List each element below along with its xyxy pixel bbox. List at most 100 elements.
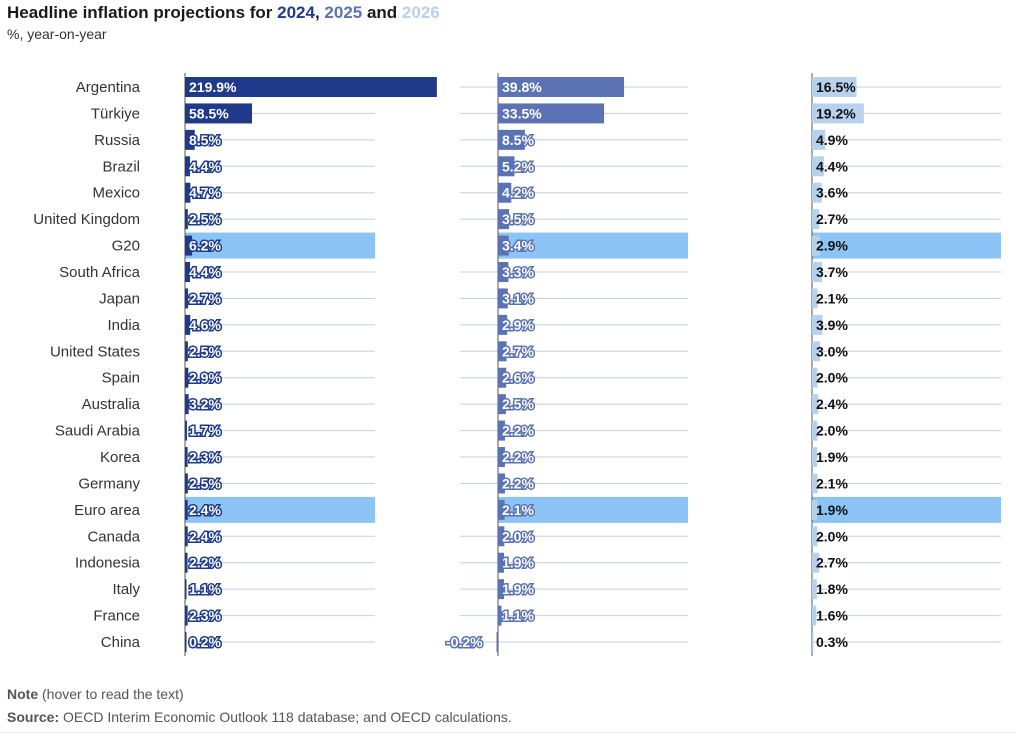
title-sep-2: and [362,3,402,22]
bar-2026 [812,288,818,309]
title-prefix: Headline inflation projections for [7,3,278,22]
bar-2026 [812,552,820,573]
bar-2026 [812,209,820,230]
category-label: China [101,634,141,651]
footer-divider [0,732,1016,733]
bar-2026 [812,394,819,415]
category-label: Argentina [76,79,141,96]
data-label-2026: 4.9% [816,132,848,148]
data-label-2025: 3.3% [502,264,534,280]
category-label: Korea [100,449,141,466]
data-label-2024: 2.4% [189,528,221,544]
highlight-band [498,496,688,523]
bar-2025 [498,182,512,203]
data-label-2024: 2.4% [189,502,221,518]
data-label-2025: 2.2% [502,449,534,465]
data-label-2024: 4.6% [189,317,221,333]
data-label-2024: 2.3% [189,449,221,465]
bar-2025 [498,473,505,494]
data-label-2024: 2.5% [189,343,221,359]
chart-note[interactable]: Note (hover to read the text) [7,686,184,702]
data-label-2026: 3.6% [816,185,848,201]
data-label-2025: 2.9% [502,317,534,333]
bar-2025 [498,526,505,547]
highlight-band [812,496,1001,523]
data-label-2024: 2.5% [189,475,221,491]
bar-2024 [185,394,189,415]
data-label-2025: 2.5% [502,396,534,412]
data-label-2025: 3.4% [502,238,534,254]
bar-2026 [812,605,817,626]
category-label: Türkiye [91,105,140,122]
bar-2024 [185,579,187,600]
data-label-2025: 3.5% [502,211,534,227]
data-label-2026: 2.4% [816,396,848,412]
source-label: Source: [7,709,60,725]
chart-title: Headline inflation projections for 2024,… [7,3,440,23]
data-label-2026: 1.8% [816,581,848,597]
bar-2024 [185,182,191,203]
bar-2024 [185,420,187,441]
title-sep-1: , [314,3,325,22]
bar-2025 [498,341,507,362]
data-label-2025: 1.9% [502,555,534,571]
category-label: United States [50,343,140,360]
data-label-2024: 1.7% [189,423,221,439]
title-year-2025: 2025 [324,3,363,22]
bar-2026 [812,182,822,203]
bar-2025 [498,314,508,335]
data-label-2024: 2.7% [189,290,221,306]
bar-2024 [185,367,189,388]
category-label: Russia [94,132,141,149]
category-label: G20 [112,238,140,255]
data-label-2024: 4.7% [189,185,221,201]
bar-2024 [185,632,187,653]
data-label-2024: 4.4% [189,158,221,174]
title-year-2026: 2026 [401,3,440,22]
data-label-2026: 3.7% [816,264,848,280]
category-label: United Kingdom [33,211,140,228]
note-label: Note [7,686,39,702]
data-label-2025: 1.1% [502,608,534,624]
bar-2024 [185,77,437,97]
highlight-band [498,232,688,259]
data-label-2024: 2.2% [189,555,221,571]
data-label-2024: 8.5% [189,132,221,148]
data-label-2026: 1.9% [816,502,848,518]
bar-2024 [185,262,191,283]
bar-2026 [812,103,864,124]
bar-2024 [185,103,253,124]
data-label-2026: 2.9% [816,238,848,254]
bar-2025 [498,552,505,573]
data-label-2026: 2.0% [816,423,848,439]
bar-2026 [812,262,822,283]
data-label-2026: 3.9% [816,317,848,333]
data-label-2025: 5.2% [502,158,534,174]
bar-2025 [498,209,510,230]
bar-2026 [812,632,814,653]
bar-2025 [498,129,525,150]
data-label-2024: 58.5% [189,105,229,121]
data-label-2026: 1.6% [816,608,848,624]
data-label-2024: 1.1% [189,581,221,597]
bar-2024 [185,235,193,256]
data-label-2026: 19.2% [816,105,856,121]
bar-2024 [185,447,188,468]
data-label-2024: 2.9% [189,370,221,386]
category-label: Australia [82,396,141,413]
data-label-2025: 1.9% [502,581,534,597]
data-label-2025: 2.2% [502,423,534,439]
category-label: Italy [112,581,140,598]
category-label: Canada [87,528,140,545]
data-label-2026: 2.0% [816,370,848,386]
data-label-2025: 2.6% [502,370,534,386]
bar-2026 [812,473,818,494]
data-label-2026: 2.1% [816,290,848,306]
chart-source: Source: OECD Interim Economic Outlook 11… [7,709,512,725]
data-label-2026: 4.4% [816,158,848,174]
bar-2026 [812,367,818,388]
data-label-2024: 6.2% [189,238,221,254]
data-label-2024: 0.2% [189,634,221,650]
bar-2025 [498,394,506,415]
bar-2026 [812,235,820,256]
